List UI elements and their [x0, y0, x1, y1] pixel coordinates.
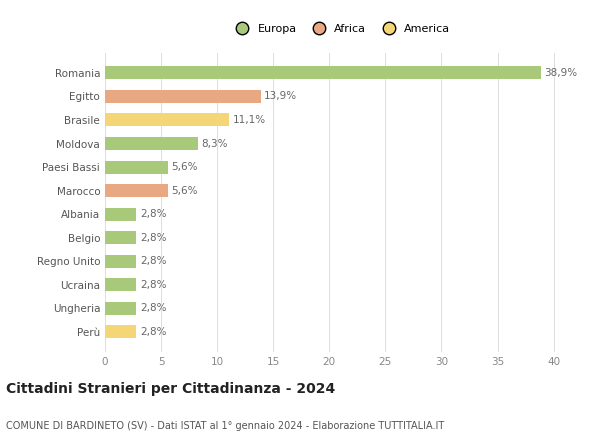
Text: 2,8%: 2,8%: [140, 327, 166, 337]
Text: 2,8%: 2,8%: [140, 280, 166, 290]
Text: 2,8%: 2,8%: [140, 303, 166, 313]
Text: 38,9%: 38,9%: [545, 68, 578, 78]
Bar: [105, 326, 136, 338]
Text: 13,9%: 13,9%: [264, 92, 298, 102]
Text: 2,8%: 2,8%: [140, 256, 166, 266]
Bar: [105, 90, 261, 103]
Text: 5,6%: 5,6%: [171, 162, 197, 172]
Text: 2,8%: 2,8%: [140, 209, 166, 219]
Bar: [105, 255, 136, 268]
Text: 5,6%: 5,6%: [171, 186, 197, 196]
Legend: Europa, Africa, America: Europa, Africa, America: [226, 19, 455, 38]
Text: COMUNE DI BARDINETO (SV) - Dati ISTAT al 1° gennaio 2024 - Elaborazione TUTTITAL: COMUNE DI BARDINETO (SV) - Dati ISTAT al…: [6, 421, 444, 431]
Text: 8,3%: 8,3%: [202, 139, 228, 149]
Bar: [105, 231, 136, 244]
Bar: [105, 114, 229, 126]
Bar: [105, 302, 136, 315]
Bar: [105, 279, 136, 291]
Bar: [105, 184, 168, 197]
Bar: [105, 66, 541, 79]
Bar: [105, 208, 136, 220]
Bar: [105, 161, 168, 173]
Text: 11,1%: 11,1%: [233, 115, 266, 125]
Text: 2,8%: 2,8%: [140, 233, 166, 243]
Bar: [105, 137, 198, 150]
Text: Cittadini Stranieri per Cittadinanza - 2024: Cittadini Stranieri per Cittadinanza - 2…: [6, 382, 335, 396]
